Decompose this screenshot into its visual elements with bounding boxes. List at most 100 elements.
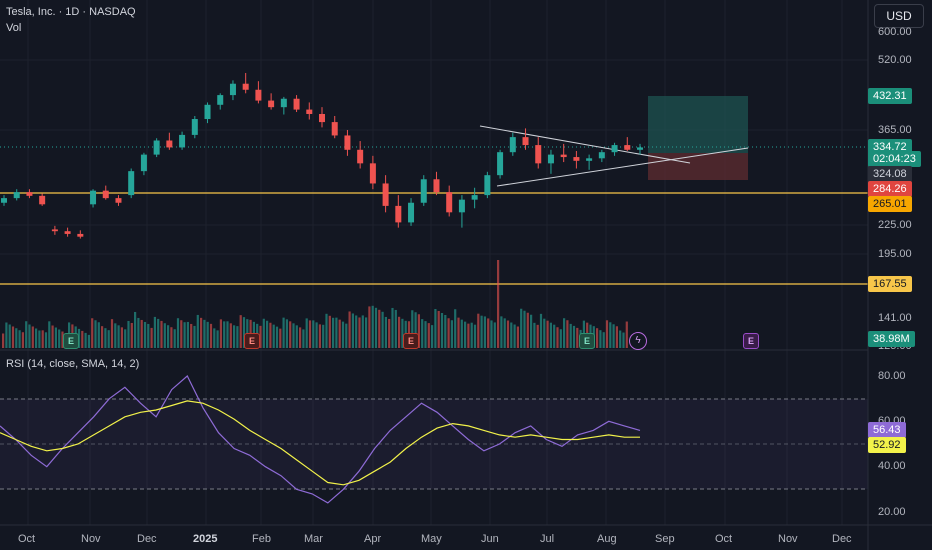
volume-bar	[388, 318, 391, 348]
volume-bar	[8, 324, 11, 348]
volume-label[interactable]: Vol	[6, 22, 22, 34]
time-tick: Dec	[137, 533, 157, 545]
volume-bar	[147, 323, 150, 348]
volume-bar	[15, 328, 18, 348]
candle-body	[128, 171, 135, 196]
earnings-icon[interactable]: E	[403, 333, 419, 349]
volume-bar	[490, 320, 493, 348]
volume-bar	[543, 318, 546, 348]
volume-bar	[467, 323, 470, 348]
volume-bar	[302, 329, 305, 348]
volume-bar	[358, 317, 361, 348]
symbol-title[interactable]: Tesla, Inc. · 1D · NASDAQ	[6, 6, 136, 18]
earnings-icon[interactable]: E	[63, 333, 79, 349]
candle-body	[560, 154, 567, 158]
candle-body	[535, 145, 542, 164]
volume-bar	[381, 311, 384, 348]
volume-bar	[341, 321, 345, 348]
volume-bar	[398, 316, 401, 348]
price-tick: 520.00	[878, 54, 912, 66]
volume-bar	[530, 314, 533, 348]
lightning-icon[interactable]: ϟ	[629, 332, 647, 350]
volume-bar	[305, 318, 308, 348]
candle-body	[446, 192, 453, 213]
volume-bar	[460, 319, 463, 348]
candle-body	[179, 134, 186, 148]
candle-body	[586, 158, 593, 161]
stop-loss-zone[interactable]	[648, 153, 748, 180]
volume-bar	[176, 318, 180, 348]
candle-body	[637, 147, 643, 150]
candle-body	[39, 195, 46, 205]
candle-body	[153, 140, 160, 155]
rsi-sma-line[interactable]	[0, 400, 640, 486]
currency-button[interactable]: USD	[874, 4, 924, 28]
volume-bar	[440, 313, 444, 348]
volume-bar	[526, 312, 529, 348]
candle-body	[115, 198, 122, 203]
candle-body	[624, 145, 631, 150]
candle-body	[229, 83, 236, 96]
volume-bar	[25, 321, 28, 348]
volume-bar	[279, 328, 282, 348]
volume-bar	[516, 326, 519, 348]
support-price-badge: 265.01	[868, 196, 912, 212]
earnings-icon[interactable]: E	[743, 333, 759, 349]
volume-bar	[553, 324, 556, 348]
earnings-icon[interactable]: E	[244, 333, 260, 349]
volume-bar	[365, 317, 368, 348]
candle-body	[458, 199, 465, 213]
volume-bar	[605, 320, 609, 348]
take-profit-zone[interactable]	[648, 96, 748, 153]
time-tick: Feb	[252, 533, 271, 545]
volume-bar	[54, 327, 57, 348]
candle-body	[344, 135, 351, 150]
candle-body	[268, 100, 275, 108]
price-candles	[1, 72, 643, 239]
triangle-lower-line[interactable]	[496, 147, 749, 187]
volume-bar	[81, 330, 84, 348]
volume-bar	[520, 308, 523, 348]
volume-bar	[454, 309, 457, 348]
volume-bar	[510, 322, 513, 348]
volume-bars	[2, 260, 628, 348]
candle-body	[598, 152, 605, 159]
volume-bar	[173, 329, 176, 348]
volume-bar	[38, 330, 41, 348]
volume-bar	[450, 320, 453, 348]
volume-bar	[216, 330, 219, 348]
volume-bar	[325, 313, 328, 348]
candle-body	[90, 190, 97, 205]
volume-bar	[35, 328, 38, 348]
volume-bar	[539, 313, 543, 348]
volume-bar	[576, 327, 579, 348]
volume-bar	[322, 324, 325, 348]
earnings-icon[interactable]: E	[579, 333, 595, 349]
volume-bar	[242, 317, 246, 348]
bar-countdown-badge: 02:04:23	[868, 151, 921, 167]
rsi-indicator-label[interactable]: RSI (14, close, SMA, 14, 2)	[6, 358, 140, 370]
volume-bar	[378, 309, 381, 348]
volume-bar	[143, 321, 147, 348]
volume-bar	[130, 322, 133, 348]
candle-body	[64, 231, 71, 234]
volume-bar	[411, 310, 414, 348]
volume-bar	[559, 329, 562, 348]
volume-bar	[556, 327, 559, 348]
candle-body	[331, 122, 338, 136]
volume-bar	[394, 309, 397, 348]
price-tick: 141.00	[878, 312, 912, 324]
price-tick: 365.00	[878, 124, 912, 136]
volume-bar	[61, 331, 64, 348]
volume-bar	[190, 323, 193, 348]
candle-body	[191, 119, 198, 135]
rsi-line[interactable]	[0, 375, 641, 504]
volume-bar	[536, 324, 539, 348]
volume-bar	[625, 321, 628, 348]
volume-bar	[427, 323, 430, 348]
volume-bar	[183, 322, 186, 348]
triangle-upper-line[interactable]	[479, 125, 691, 164]
volume-bar	[94, 320, 97, 348]
volume-bar	[160, 320, 163, 348]
